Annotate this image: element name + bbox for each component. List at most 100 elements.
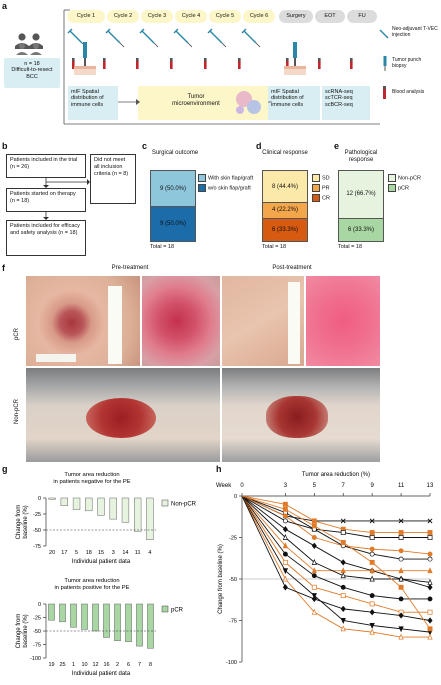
g-bottom-ylabel-line1: Change from (16, 614, 22, 649)
g-bottom-ytick-label-3: -75 (33, 643, 41, 649)
g-bottom-bar-3 (81, 603, 88, 630)
seq-scbcr: scBCR-seq (325, 101, 353, 108)
legend-d-0-label: SD (322, 175, 330, 182)
stack-bar-d: 8 (44.4%) 4 (22.2%) 6 (33.3%) (262, 170, 308, 242)
h-series-2-point-6 (427, 535, 433, 540)
stack-c-seg-1: 9 (50.0%) (151, 206, 195, 241)
stack-e-seg-1-label: 6 (33.3%) (347, 226, 374, 233)
panel-e-total: Total = 18 (338, 244, 363, 250)
panel-a-label: a (2, 1, 8, 11)
g-top-xtick-label-2: 5 (75, 550, 78, 556)
g-bottom-bar-7 (125, 603, 132, 643)
g-top-ylabel-line1: Change from (16, 505, 22, 540)
g-top-bar-8 (146, 497, 154, 540)
g-bottom-xtick-label-1: 25 (59, 662, 65, 668)
h-series-8-line (241, 495, 430, 600)
photo-post-pcr-face (222, 276, 304, 366)
seq-sctcr: scTCR-seq (325, 95, 353, 102)
timeline-bracket (63, 9, 380, 125)
h-series-12-point-1 (282, 584, 288, 591)
g-bottom-xtick-label-3: 10 (81, 662, 87, 668)
tme-box: Tumor microenvironment (138, 86, 270, 120)
g-top-bar-6 (121, 497, 130, 523)
h-series-9-point-6 (427, 609, 433, 615)
g-top-xtick-label-7: 11 (135, 550, 141, 556)
h-ytick-label-2: -50 (229, 577, 237, 583)
h-series-10-point-4 (369, 623, 375, 629)
g-bottom-xtick-label-0: 19 (48, 662, 54, 668)
h-series-12-point-2 (311, 595, 317, 603)
g-bottom-title-line2: in patients positive for the PE (54, 585, 129, 591)
h-series-1-point-1 (282, 501, 288, 507)
h-series-9-point-3 (340, 593, 346, 599)
h-series-2-point-3 (340, 530, 346, 535)
h-series-13-point-6 (427, 626, 433, 632)
h-series-1-line (241, 495, 430, 533)
legend-d-2-swatch (312, 194, 320, 202)
legend-injection-icon (379, 29, 389, 39)
h-series-0-point-6 (427, 518, 433, 524)
g-bottom-xlabel: Individual patient data (72, 671, 131, 677)
h-series-0-point-3 (340, 518, 346, 524)
h-ytick-label-4: -100 (226, 660, 237, 666)
g-top-bar-2 (72, 497, 81, 510)
pill-cycle-1: Cycle 1 (67, 10, 105, 23)
h-series-6-point-1 (282, 542, 289, 549)
g-bottom-bar-0 (48, 603, 55, 621)
legend-e-1-swatch (388, 184, 396, 192)
panel-d-label: d (256, 141, 262, 151)
h-series-8-point-5 (398, 596, 404, 602)
h-series-12-point-6 (427, 617, 433, 624)
biopsy-left-icon (74, 42, 96, 75)
biopsy-right-icon (284, 42, 306, 75)
g-top-xtick-label-8: 4 (148, 550, 151, 556)
h-series-4-point-4 (369, 551, 375, 557)
legend-biopsy-icon (383, 56, 387, 71)
g-bottom-bar-4 (92, 603, 99, 632)
h-series-8-point-2 (311, 573, 317, 579)
h-xtick-label-6: 13 (427, 483, 434, 489)
g-bottom-xtick-label-2: 1 (72, 662, 75, 668)
seq-box: scRNA-seq scTCR-seq scBCR-seq (322, 86, 370, 120)
pill-cycle-3: Cycle 3 (141, 10, 173, 23)
h-series-9-point-4 (369, 601, 375, 607)
photo-pre-nonpcr-leg (26, 368, 220, 462)
row-nonpcr-label: Non-pCR (14, 398, 20, 424)
g-top-xtick-label-1: 17 (61, 550, 67, 556)
mif-right-box: mIF Spatial distribution of immune cells (268, 86, 320, 120)
flow-box-excluded: Did not meet all inclusion criteria (n =… (90, 154, 136, 204)
h-series-6-point-5 (398, 567, 404, 574)
legend-c-0-swatch (198, 174, 206, 182)
stack-bar-c: 9 (50.0%) 9 (50.0%) (150, 170, 196, 242)
g-bottom-ytick-label-1: -25 (33, 616, 41, 622)
g-top-ytick-label-3: -75 (33, 544, 41, 550)
stack-d-seg-1: 4 (22.2%) (263, 202, 307, 218)
g-bottom-bar-1 (59, 603, 66, 623)
g-top-ylabel-line2: baseline (%) (23, 505, 29, 538)
pill-surgery: Surgery (279, 10, 313, 23)
legend-d-1: PR (312, 184, 330, 192)
h-series-11-point-2 (311, 608, 317, 615)
h-title: Tumor area reduction (%) (302, 472, 370, 478)
legend-c-1-swatch (198, 184, 206, 192)
stack-d-seg-0: 8 (44.4%) (263, 171, 307, 203)
h-ytick-label-0: 0 (234, 494, 237, 500)
h-series-8-point-6 (427, 596, 433, 602)
h-series-7-point-5 (398, 575, 404, 582)
g-top-legend-label: Non-pCR (171, 502, 197, 508)
h-series-5-point-6 (427, 584, 433, 591)
h-ytick-label-3: -75 (229, 619, 237, 625)
g-bottom-bar-6 (114, 603, 121, 641)
h-series-1-point-6 (427, 530, 433, 535)
g-bottom-xtick-label-7: 6 (127, 662, 130, 668)
h-ytick-label-1: -25 (229, 536, 237, 542)
g-bottom-ytick-label-0: 0 (38, 602, 41, 608)
h-series-3-point-6 (427, 551, 433, 557)
cells-icon (236, 91, 261, 114)
panel-e-label: e (334, 141, 340, 151)
h-series-2-point-5 (398, 535, 404, 540)
h-xtick-label-2: 5 (313, 483, 317, 489)
h-series-9-point-1 (282, 559, 288, 565)
pre-treatment-label: Pre-treatment (111, 265, 149, 271)
h-series-11-point-5 (398, 633, 404, 640)
